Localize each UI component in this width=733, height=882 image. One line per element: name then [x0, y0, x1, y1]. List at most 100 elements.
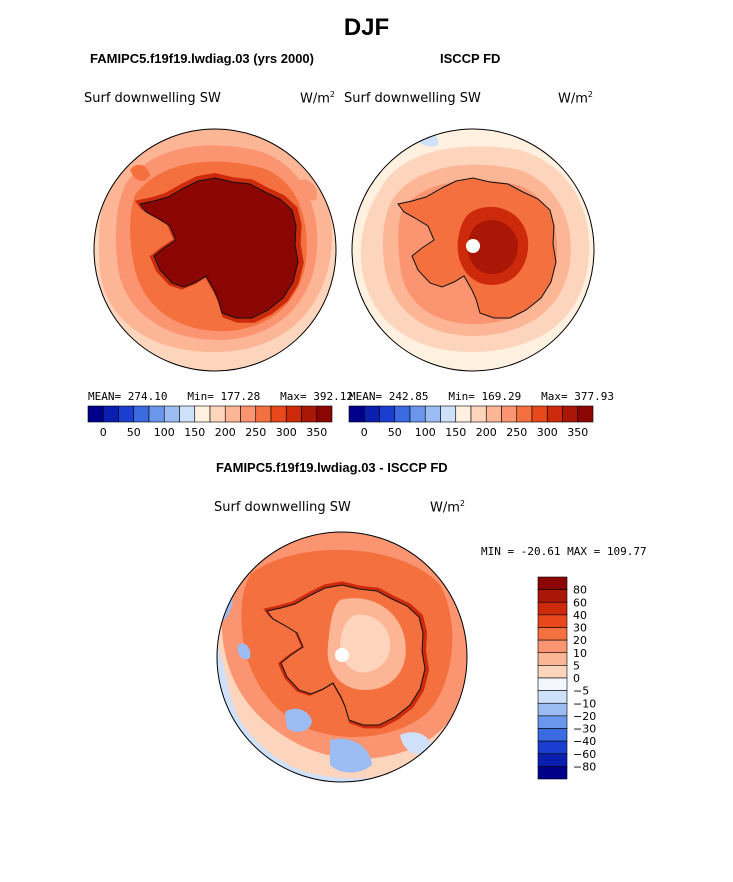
field-patch-a2	[299, 179, 318, 201]
colorbar-tick-label: 300	[276, 426, 297, 439]
colorbar-tick-label: 200	[215, 426, 236, 439]
field-neg-patch-c6	[237, 643, 251, 660]
colorbar-swatch	[379, 405, 396, 423]
colorbar-swatch	[537, 728, 568, 742]
colorbar-swatch	[537, 627, 568, 641]
colorbar-absolute-model: 0 50 100 150 200 250 300 350	[87, 405, 333, 439]
panel-title-diff: FAMIPC5.f19f19.lwdiag.03 - ISCCP FD	[216, 460, 448, 475]
colorbar-swatch	[537, 576, 568, 590]
units-label-diff: W/m2	[430, 499, 465, 516]
colorbar-swatch	[537, 690, 568, 704]
colorbar-swatch	[363, 405, 380, 423]
variable-label-diff: Surf downwelling SW	[214, 500, 351, 515]
colorbar-swatch	[87, 405, 104, 423]
colorbar-tick-label: 300	[537, 426, 558, 439]
field-interior-core-b	[467, 220, 518, 275]
variable-label-model: Surf downwelling SW	[84, 91, 221, 106]
map-obs	[352, 129, 594, 371]
colorbar-tick-label: 0	[573, 672, 580, 685]
colorbar-tick-label: 30	[573, 622, 587, 635]
colorbar-swatch	[270, 405, 287, 423]
colorbar-tick-label: 5	[573, 659, 580, 672]
colorbar-tick-label: 100	[154, 426, 175, 439]
field-interior-core-c	[340, 614, 391, 673]
map-border-model	[93, 128, 337, 372]
colorbar-swatch	[163, 405, 180, 423]
variable-label-obs: Surf downwelling SW	[344, 91, 481, 106]
colorbar-tick-label: 350	[306, 426, 327, 439]
field-patch-a1	[130, 164, 150, 182]
stats-model: MEAN= 274.10 Min= 177.28 Max= 392.12	[88, 390, 353, 403]
colorbar-swatch	[546, 405, 563, 423]
colorbar-swatch	[537, 740, 568, 755]
colorbar-swatch	[440, 405, 457, 423]
colorbar-swatch	[537, 702, 568, 717]
units-label-obs: W/m2	[558, 90, 593, 107]
colorbar-swatch	[537, 766, 568, 780]
colorbar-swatch	[118, 405, 135, 423]
colorbar-tick-label: −20	[573, 710, 596, 723]
colorbar-swatch	[194, 405, 211, 423]
colorbar-swatch	[537, 753, 568, 767]
colorbar-tick-label: −40	[573, 735, 596, 748]
panel-title-obs: ISCCP FD	[440, 51, 501, 66]
colorbar-swatch	[255, 405, 272, 423]
season-title: DJF	[343, 14, 390, 41]
colorbar-swatch	[537, 715, 568, 729]
colorbar-swatch	[537, 677, 568, 691]
colorbar-swatch	[224, 405, 241, 423]
colorbar-tick-label: 50	[388, 426, 402, 439]
map-border-obs	[351, 128, 595, 372]
colorbar-swatch	[348, 405, 365, 423]
colorbar-swatch	[316, 405, 333, 423]
colorbar-tick-label: 150	[184, 426, 205, 439]
colorbar-tick-label: −60	[573, 748, 596, 761]
colorbar-swatch	[424, 405, 441, 423]
field-neg-patch-c5	[400, 732, 432, 755]
field-neg-patch-c4	[330, 738, 372, 773]
colorbar-swatch	[537, 652, 568, 666]
colorbar-tick-label: −80	[573, 760, 596, 773]
colorbar-swatch	[531, 405, 548, 423]
colorbar-tick-label: 10	[573, 647, 587, 660]
colorbar-tick-label: 250	[506, 426, 527, 439]
colorbar-swatch	[394, 405, 411, 423]
stats-diff: MIN = -20.61 MAX = 109.77	[481, 545, 647, 558]
colorbar-swatch	[285, 405, 302, 423]
colorbar-swatch	[562, 405, 579, 423]
colorbar-swatch	[470, 405, 487, 423]
colorbar-swatch	[485, 405, 502, 423]
colorbar-tick-label: 100	[415, 426, 436, 439]
colorbar-tick-label: −30	[573, 723, 596, 736]
map-diff	[217, 532, 467, 782]
colorbar-swatch	[537, 601, 568, 616]
colorbar-tick-label: 200	[476, 426, 497, 439]
colorbar-swatch	[148, 405, 165, 423]
field-neg-patch-c2	[217, 640, 420, 782]
colorbar-absolute-obs: 0 50 100 150 200 250 300 350	[348, 405, 594, 439]
map-model	[94, 129, 336, 371]
missing-pole-obs	[466, 239, 480, 253]
colorbar-tick-label: −5	[573, 685, 589, 698]
colorbar-tick-label: 0	[100, 426, 107, 439]
colorbar-swatch	[209, 405, 226, 423]
field-neg-patch-c3	[285, 708, 312, 732]
colorbar-swatch	[537, 665, 568, 679]
missing-pole-diff	[335, 648, 349, 662]
colorbar-swatch	[133, 405, 150, 423]
panel-title-model: FAMIPC5.f19f19.lwdiag.03 (yrs 2000)	[90, 51, 314, 66]
map-border-diff	[216, 531, 468, 783]
colorbar-tick-label: 350	[567, 426, 588, 439]
colorbar-swatch	[409, 405, 426, 423]
colorbar-tick-label: 250	[245, 426, 266, 439]
colorbar-swatch	[537, 614, 568, 628]
colorbar-swatch	[577, 405, 594, 423]
colorbar-swatch	[240, 405, 257, 423]
colorbar-tick-label: 150	[445, 426, 466, 439]
colorbar-tick-label: 50	[127, 426, 141, 439]
colorbar-swatch	[501, 405, 518, 423]
colorbar-tick-label: 20	[573, 634, 587, 647]
colorbar-tick-label: 60	[573, 596, 587, 609]
